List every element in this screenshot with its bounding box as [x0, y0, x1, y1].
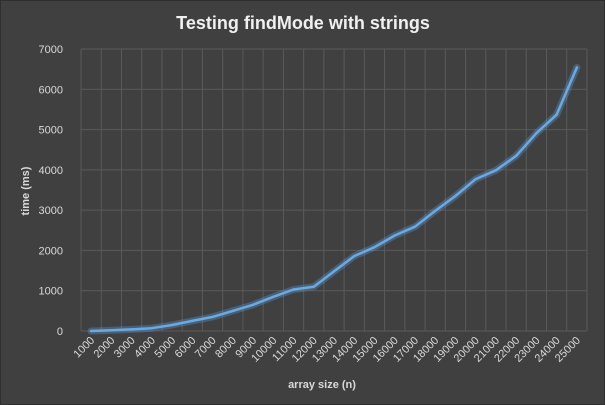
y-tick-label: 1000 — [39, 286, 63, 298]
y-tick-label: 5000 — [39, 125, 63, 137]
data-point — [231, 309, 234, 313]
chart-title: Testing findMode with strings — [176, 13, 430, 33]
data-point — [150, 326, 154, 330]
y-tick-label: 4000 — [39, 165, 63, 177]
series-points — [89, 66, 579, 333]
data-point — [110, 328, 113, 332]
y-tick-label: 2000 — [39, 245, 63, 257]
data-point — [555, 113, 558, 116]
data-point — [312, 285, 315, 288]
data-point — [292, 288, 295, 291]
data-point — [474, 177, 477, 181]
x-tick-label: 8000 — [213, 335, 239, 361]
x-tick-label: 5000 — [152, 335, 178, 361]
data-point — [272, 295, 275, 298]
series-line-glow — [87, 64, 581, 335]
y-tick-label: 7000 — [39, 44, 63, 56]
data-point — [353, 254, 356, 258]
data-point — [514, 154, 518, 157]
x-tick-label: 7000 — [193, 335, 219, 361]
data-point — [393, 234, 396, 237]
series-layer — [87, 64, 581, 335]
x-axis-title: array size (n) — [288, 379, 356, 391]
data-point — [413, 225, 417, 228]
data-point — [332, 270, 336, 273]
data-point — [535, 131, 538, 135]
data-point — [211, 315, 214, 319]
y-tick-label: 0 — [57, 326, 63, 338]
data-point — [170, 323, 174, 327]
x-tick-label: 6000 — [173, 335, 199, 361]
data-point — [130, 328, 133, 331]
x-tick-label: 1000 — [71, 335, 97, 361]
data-point — [454, 194, 457, 198]
y-axis-title: time (ms) — [20, 166, 32, 215]
data-point — [89, 329, 93, 333]
data-point — [494, 169, 498, 172]
y-tick-label: 6000 — [39, 84, 63, 96]
x-tick-label: 4000 — [132, 335, 158, 361]
series-line — [89, 66, 579, 333]
x-axis-tick-labels: 1000200030004000500060007000800090001000… — [71, 335, 583, 365]
gridlines — [80, 48, 588, 332]
data-point — [373, 246, 376, 249]
data-point — [191, 319, 194, 323]
y-axis-tick-labels: 0 1000 2000 3000 4000 5000 6000 7000 — [39, 44, 63, 338]
x-tick-label: 2000 — [92, 335, 118, 361]
y-tick-label: 3000 — [39, 205, 63, 217]
data-point — [434, 209, 437, 213]
x-tick-label: 3000 — [112, 335, 138, 361]
data-point — [575, 66, 579, 69]
data-point — [251, 303, 255, 307]
